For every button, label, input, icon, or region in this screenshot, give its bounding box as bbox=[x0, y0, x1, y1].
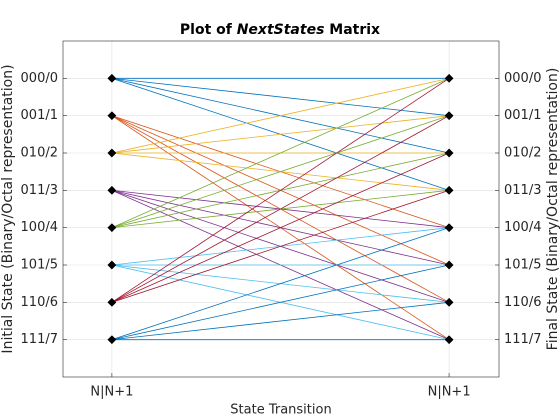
series-line bbox=[111, 189, 450, 303]
series-line bbox=[111, 115, 450, 154]
title-part: Matrix bbox=[324, 22, 380, 38]
marker bbox=[444, 223, 454, 232]
title-part: NextStates bbox=[237, 22, 325, 38]
x-axis-label: State Transition bbox=[230, 403, 331, 418]
marker bbox=[107, 260, 117, 270]
series-line bbox=[111, 115, 450, 229]
axes-box bbox=[62, 40, 500, 378]
y2-tick-label: 011/3 bbox=[504, 183, 541, 198]
y-axis-label: Initial State (Binary/Octal representati… bbox=[0, 64, 16, 353]
y-tick-label: 000/0 bbox=[21, 71, 58, 86]
series-line bbox=[111, 264, 450, 341]
y2-tick-label: 000/0 bbox=[504, 71, 541, 86]
marker bbox=[107, 186, 117, 195]
marker bbox=[107, 223, 117, 232]
y2-tick-label: 110/6 bbox=[504, 295, 541, 310]
series-line bbox=[111, 78, 450, 303]
y-tick-label: 010/2 bbox=[21, 146, 58, 161]
title-part: Plot of bbox=[180, 22, 237, 38]
marker bbox=[107, 298, 117, 307]
y-tick-label: 110/6 bbox=[21, 295, 58, 310]
marker bbox=[107, 335, 117, 344]
marker bbox=[107, 148, 117, 158]
series-line bbox=[111, 77, 450, 117]
y2-axis-label: Final State (Binary/Octal representation… bbox=[545, 68, 560, 351]
series-line bbox=[111, 77, 450, 154]
y2-tick-label: 111/7 bbox=[504, 332, 541, 347]
marker bbox=[107, 111, 117, 120]
y-tick-label: 011/3 bbox=[21, 183, 58, 198]
marker bbox=[444, 335, 454, 344]
marker bbox=[107, 74, 117, 83]
marker bbox=[444, 111, 454, 120]
series-line bbox=[111, 301, 450, 341]
marker bbox=[444, 74, 454, 83]
marker bbox=[444, 298, 454, 307]
y2-tick-label: 101/5 bbox=[504, 258, 541, 273]
y-tick-label: 100/4 bbox=[21, 220, 58, 235]
y-tick-label: 101/5 bbox=[21, 258, 58, 273]
marker bbox=[444, 260, 454, 270]
y-tick-label: 001/1 bbox=[21, 108, 58, 123]
series-line bbox=[111, 227, 450, 341]
y2-tick-label: 100/4 bbox=[504, 220, 541, 235]
x-tick-label: N|N+1 bbox=[428, 385, 471, 400]
series-line bbox=[111, 115, 450, 303]
y-tick-label: 111/7 bbox=[21, 332, 58, 347]
x-tick-label: N|N+1 bbox=[90, 385, 133, 400]
marker bbox=[444, 186, 454, 195]
chart-title: Plot of NextStates Matrix bbox=[180, 22, 380, 38]
marker bbox=[444, 148, 454, 158]
y2-tick-label: 001/1 bbox=[504, 108, 541, 123]
series-line bbox=[111, 77, 450, 229]
y2-tick-label: 010/2 bbox=[504, 146, 541, 161]
series-line bbox=[111, 152, 450, 303]
